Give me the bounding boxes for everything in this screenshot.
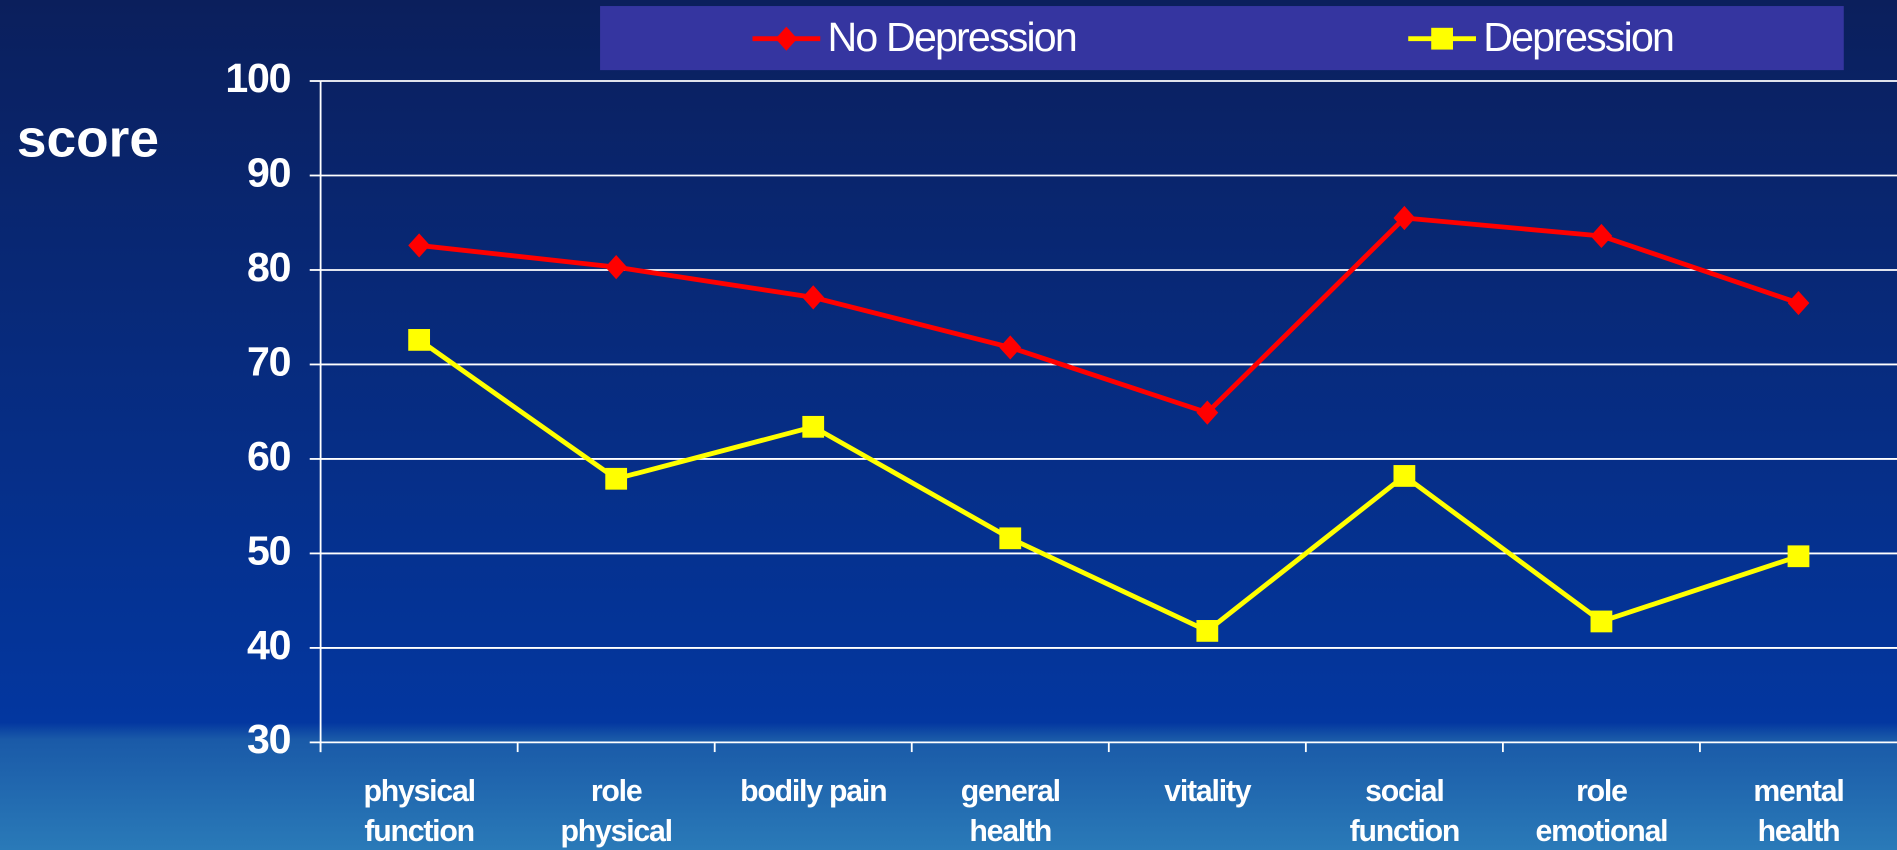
- x-tick-label: role emotional: [1535, 775, 1667, 848]
- y-tick-label: 80: [247, 244, 291, 290]
- legend-label: Depression: [1483, 14, 1673, 60]
- y-tick-label: 100: [225, 55, 290, 101]
- y-tick-label: 90: [247, 149, 291, 195]
- point: [605, 467, 628, 490]
- x-tick-label: bodily pain: [740, 775, 886, 808]
- point: [408, 329, 431, 351]
- point: [802, 285, 825, 310]
- y-tick-label: 50: [247, 527, 291, 573]
- x-tick-label: mental health: [1753, 775, 1843, 848]
- point: [1196, 400, 1219, 425]
- y-tick-label: 60: [247, 433, 291, 479]
- y-tick-label: 70: [247, 338, 291, 384]
- x-tick-label: vitality: [1164, 775, 1251, 808]
- legend-marker: [1431, 27, 1453, 50]
- point: [1787, 545, 1810, 568]
- y-axis-label: score: [17, 110, 159, 169]
- legend-label: No Depression: [828, 14, 1076, 60]
- point: [1393, 205, 1416, 231]
- series-line: [418, 215, 1800, 416]
- point: [1590, 223, 1613, 249]
- series-line: [417, 337, 1800, 634]
- point: [999, 527, 1022, 550]
- point: [1196, 620, 1219, 642]
- legend-marker: [775, 26, 798, 51]
- x-tick-label: role physical: [561, 775, 672, 848]
- x-tick-label: general health: [961, 775, 1060, 848]
- x-tick-label: social function: [1350, 775, 1460, 848]
- point: [802, 415, 825, 438]
- point: [1393, 465, 1416, 487]
- point: [1787, 290, 1810, 316]
- point: [1590, 610, 1613, 633]
- x-tick-label: physical function: [363, 775, 474, 848]
- y-tick-label: 40: [247, 622, 291, 668]
- y-tick-label: 30: [247, 716, 291, 762]
